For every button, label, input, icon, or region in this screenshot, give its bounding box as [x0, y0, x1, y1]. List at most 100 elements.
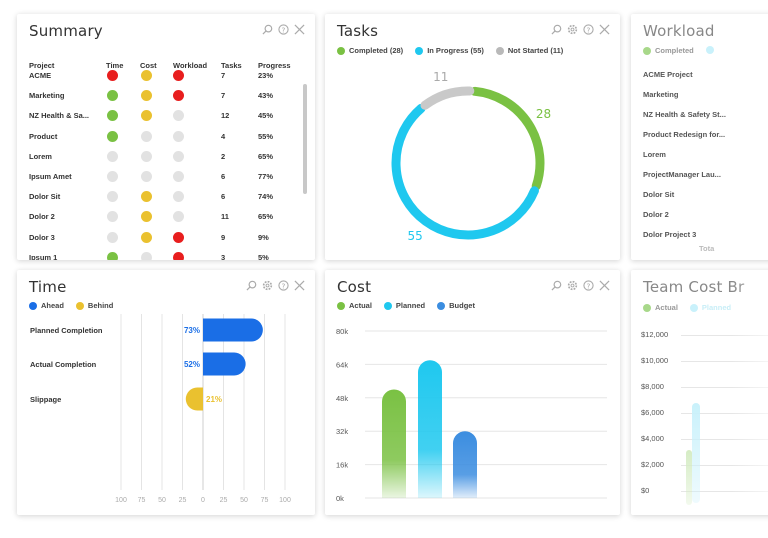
panel-actions: ? [246, 280, 305, 291]
cost-status-dot [141, 191, 152, 203]
bar-planned-completion[interactable] [203, 318, 263, 342]
axis-tick-label: 80k [336, 327, 348, 336]
legend-label: Planned [701, 303, 732, 312]
list-item: Dolor Project 3 [643, 230, 697, 239]
panel-title: Tasks [337, 22, 379, 40]
legend-item-actual[interactable]: Actual [643, 303, 678, 312]
svg-text:?: ? [282, 25, 286, 34]
table-row[interactable]: Product 4 55% [29, 130, 309, 151]
workload-status-dot [173, 171, 184, 182]
workload-status-dot [173, 251, 184, 260]
table-row[interactable]: Ipsum Amet 6 77% [29, 171, 309, 191]
table-row[interactable]: ACME 7 23% [29, 70, 309, 90]
legend-label: Completed [655, 46, 694, 55]
list-item: Dolor 2 [643, 210, 669, 219]
bar-slippage[interactable] [185, 387, 203, 411]
close-icon[interactable] [599, 24, 610, 35]
axis-tick-label: 75 [261, 497, 269, 504]
search-icon[interactable] [246, 280, 257, 291]
help-icon[interactable]: ? [278, 24, 289, 35]
progress-value: 43% [258, 91, 274, 101]
chart-bar [686, 450, 692, 505]
search-icon[interactable] [551, 280, 562, 291]
legend-label: Budget [449, 301, 475, 310]
data-label: 52% [184, 360, 200, 369]
category-label: Slippage [30, 395, 61, 404]
legend-item-planned[interactable]: Planned [689, 303, 732, 312]
cost-status-dot [141, 231, 152, 243]
table-row[interactable]: NZ Health & Sa... 12 45% [29, 110, 309, 130]
cost-status-dot [141, 211, 152, 223]
axis-tick-label: $0 [641, 486, 650, 495]
chart-bar [692, 403, 700, 503]
legend-item-behind[interactable]: Behind [75, 301, 114, 310]
cost-status-dot [141, 150, 152, 162]
tasks-count: 9 [221, 232, 226, 242]
progress-value: 74% [258, 192, 274, 202]
axis-tick-label: 100 [279, 497, 291, 504]
legend-item-ahead[interactable]: Ahead [29, 301, 64, 310]
legend-item-in-progress[interactable]: In Progress (55) [415, 46, 484, 55]
tasks-count: 2 [221, 151, 226, 161]
donut-segment-in-progress[interactable] [391, 103, 539, 240]
bar-actual-completion[interactable] [203, 352, 246, 376]
close-icon[interactable] [599, 280, 610, 291]
table-row[interactable]: Marketing 7 43% [29, 90, 309, 110]
axis-tick-label: 64k [336, 360, 348, 369]
progress-value: 65% [258, 151, 274, 161]
tasks-count: 7 [221, 91, 226, 101]
help-icon[interactable]: ? [278, 280, 289, 291]
gear-icon[interactable] [567, 24, 578, 35]
legend-label: Planned [395, 301, 426, 310]
help-icon[interactable]: ? [583, 24, 594, 35]
cost-status-dot [141, 110, 152, 122]
time-status-dot [107, 130, 118, 142]
gridline [681, 387, 768, 388]
donut-segment-not-started[interactable] [420, 86, 475, 110]
panel-actions: ? [262, 24, 305, 35]
time-status-dot [107, 251, 118, 260]
legend-label: Behind [87, 301, 114, 310]
axis-tick-label: 0k [336, 494, 344, 503]
gear-icon[interactable] [567, 280, 578, 291]
bar-actual[interactable] [382, 389, 406, 498]
legend-item-actual[interactable]: Actual [337, 301, 372, 310]
donut-segment-completed[interactable] [470, 86, 545, 191]
legend-item-not-started[interactable]: Not Started (11) [495, 46, 563, 55]
axis-tick-label: $12,000 [641, 330, 669, 339]
help-icon[interactable]: ? [583, 280, 594, 291]
table-row[interactable]: Lorem 2 65% [29, 150, 309, 171]
scrollbar[interactable] [303, 84, 307, 194]
gear-icon[interactable] [262, 280, 273, 291]
search-icon[interactable] [262, 24, 273, 35]
tasks-count: 6 [221, 172, 226, 181]
bar-budget[interactable] [453, 431, 477, 498]
table-row[interactable]: Dolor Sit 6 74% [29, 191, 309, 211]
progress-value: 23% [258, 71, 274, 80]
column-header-workload: Workload [173, 61, 208, 70]
cost-panel: Cost ? Actual Planned Budget 80k 64k 48k 32… [325, 270, 620, 515]
legend-item-planned[interactable]: Planned [383, 301, 426, 310]
workload-status-dot [173, 191, 184, 203]
axis-tick-label: 48k [336, 394, 348, 403]
table-row[interactable]: Dolor 3 9 9% [29, 231, 309, 252]
axis-tick-label: 50 [158, 497, 166, 504]
legend-label: Actual [349, 301, 372, 310]
project-name: Marketing [29, 91, 65, 101]
legend-swatch [705, 46, 714, 54]
table-row[interactable]: Ipsum 1 3 5% [29, 251, 309, 260]
progress-value: 65% [258, 212, 274, 222]
gridline [681, 491, 768, 492]
close-icon[interactable] [294, 280, 305, 291]
search-icon[interactable] [551, 24, 562, 35]
axis-tick-label: 0 [201, 497, 205, 504]
bar-planned[interactable] [418, 360, 442, 498]
legend-swatch [337, 46, 345, 55]
legend-item-completed[interactable]: Completed [643, 46, 694, 55]
project-name: Lorem [29, 151, 52, 161]
legend-item-completed[interactable]: Completed (28) [337, 46, 403, 55]
close-icon[interactable] [294, 24, 305, 35]
table-row[interactable]: Dolor 2 11 65% [29, 211, 309, 231]
legend-item-budget[interactable]: Budget [437, 301, 475, 310]
tasks-donut-chart: 28 55 11 [391, 70, 551, 243]
